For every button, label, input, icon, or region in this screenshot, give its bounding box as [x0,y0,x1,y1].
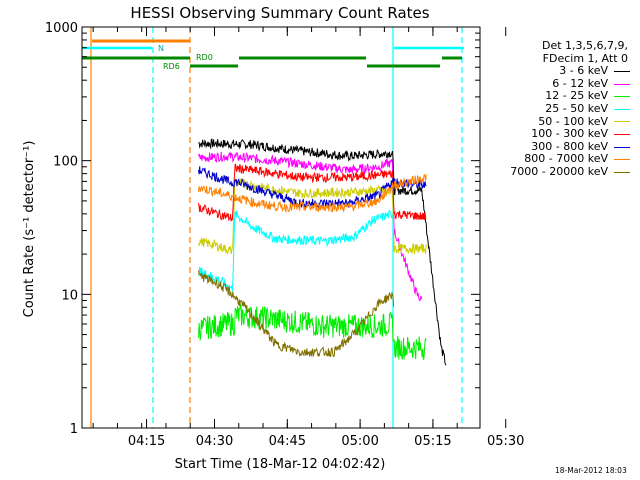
annotation-layer: N RD0 RD6 [158,44,213,71]
series-line [198,166,427,210]
series-line [198,138,447,366]
y-axis-label: Count Rate (s⁻¹ detector⁻¹) [22,141,37,318]
legend-swatch [614,83,630,85]
axes-layer: 1 10 100 1000 04:15 04:30 04:45 05:00 05:15 05:30 [45,21,525,449]
legend-entry: 300 - 800 keV [488,139,630,154]
legend-entry-label: 7000 - 20000 keV [510,164,608,178]
series-line [198,163,427,222]
series-layer [198,138,447,366]
x-tick-label: 04:15 [128,434,165,449]
y-tick-label: 1 [70,422,78,437]
legend-swatch [614,96,630,98]
x-tick-label: 05:00 [341,434,378,449]
attenuator-n-label: N [158,44,164,53]
legend-swatch [614,133,630,135]
legend-swatch [614,159,630,161]
x-axis-label: Start Time (18-Mar-12 04:02:42) [175,457,386,472]
legend-entry-label: 800 - 7000 keV [524,152,608,166]
rd6-label: RD6 [163,62,180,71]
rd0-label: RD0 [196,53,213,62]
x-tick-label: 05:15 [414,434,451,449]
x-tick-label: 04:30 [196,434,233,449]
x-tick-label: 05:30 [487,434,524,449]
legend-entry: 7000 - 20000 keV [488,164,630,179]
legend-swatch [614,146,630,148]
legend-swatch [614,108,630,110]
legend-entry: 12 - 25 keV [488,90,630,103]
y-tick-label: 100 [53,155,78,170]
series-line [198,151,423,302]
legend-entry-label: 50 - 100 keV [538,114,608,128]
legend-header-1: Det 1,3,5,6,7,9, [541,39,628,52]
plot-frame [81,26,481,429]
legend-entry-label: 300 - 800 keV [531,139,608,153]
legend-entry: 800 - 7000 keV [488,153,630,166]
legend-swatch [614,70,630,72]
legend-entry: 6 - 12 keV [488,76,630,91]
chart-title: HESSI Observing Summary Count Rates [130,4,429,22]
series-line [198,270,395,358]
overlay-layer [82,27,464,428]
footer-timestamp: 18-Mar-2012 18:03 [555,466,627,475]
legend-rows: 3 - 6 keV 6 - 12 keV 12 - 25 keV 25 - 50 ke… [488,65,630,178]
legend-entry-label: 25 - 50 keV [545,101,608,115]
series-line [198,173,427,213]
legend: Det 1,3,5,6,7,9, FDecim 1, Att 0 3 - 6 k… [488,39,630,179]
legend-swatch [614,171,630,173]
legend-entry: 25 - 50 keV [488,101,630,116]
legend-entry: 3 - 6 keV [488,65,630,78]
x-tick-label: 04:45 [269,434,306,449]
series-line [198,303,427,361]
legend-entry: 50 - 100 keV [488,114,630,129]
legend-header-2: FDecim 1, Att 0 [542,51,628,65]
y-tick-label: 10 [61,288,78,303]
legend-entry-label: 12 - 25 keV [545,89,608,103]
legend-swatch [614,121,630,123]
legend-entry-label: 100 - 300 keV [531,127,608,141]
legend-entry: 100 - 300 keV [488,128,630,141]
series-line [198,210,394,293]
legend-entry-label: 3 - 6 keV [559,64,608,78]
legend-entry-label: 6 - 12 keV [552,76,608,90]
y-tick-label: 1000 [45,21,78,36]
